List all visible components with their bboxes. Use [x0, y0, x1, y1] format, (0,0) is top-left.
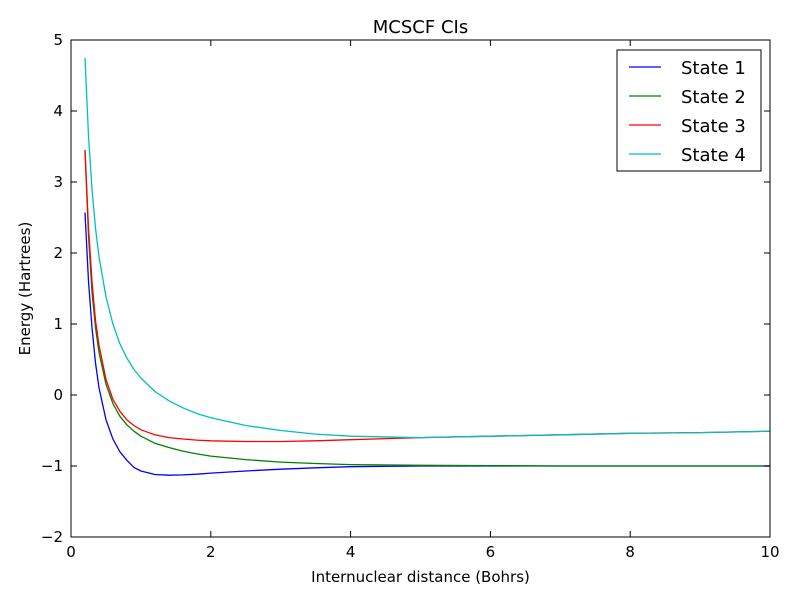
x-tick-label: 10 [760, 543, 779, 561]
y-axis-title: Energy (Hartrees) [16, 222, 34, 356]
y-tick-label: −1 [41, 457, 63, 475]
y-tick-label: 3 [53, 173, 63, 191]
y-tick-label: 1 [53, 315, 63, 333]
y-tick-label: 4 [53, 102, 63, 120]
legend: State 1 State 2 State 3 State 4 [617, 50, 761, 171]
y-tick-label: 2 [53, 244, 63, 262]
x-tick-label: 2 [206, 543, 216, 561]
legend-label-2: State 2 [681, 87, 746, 108]
y-tick-label: 5 [53, 31, 63, 49]
x-axis-title: Internuclear distance (Bohrs) [311, 568, 530, 586]
x-tick-label: 4 [346, 543, 356, 561]
legend-label-3: State 3 [681, 116, 746, 137]
y-tick-label: 0 [53, 386, 63, 404]
legend-label-1: State 1 [681, 58, 746, 79]
x-tick-label: 0 [66, 543, 76, 561]
chart-title: MCSCF CIs [373, 17, 468, 38]
y-tick-label: −2 [41, 528, 63, 546]
legend-label-4: State 4 [681, 145, 746, 166]
x-tick-label: 8 [625, 543, 635, 561]
x-tick-label: 6 [486, 543, 496, 561]
